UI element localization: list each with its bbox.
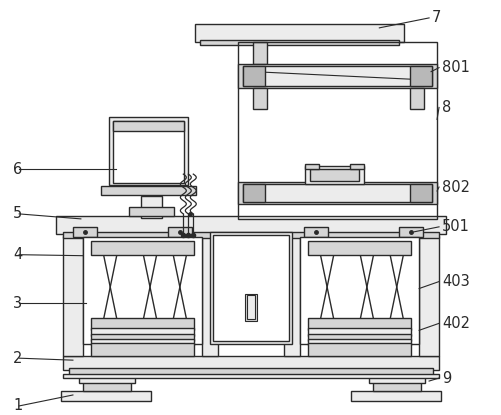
Bar (307, 339, 410, 345)
Text: 403: 403 (441, 274, 469, 289)
Bar (246, 295, 255, 320)
Bar (91, 343, 194, 356)
Text: 3: 3 (13, 296, 23, 311)
Bar (91, 339, 194, 345)
Bar (113, 121, 184, 183)
Bar (242, 184, 265, 202)
Bar (56, 216, 445, 234)
Bar (69, 368, 432, 376)
Bar (113, 121, 184, 131)
Bar (242, 184, 431, 202)
Bar (91, 318, 194, 330)
Bar (253, 42, 267, 63)
Bar (418, 236, 438, 356)
Bar (373, 381, 420, 391)
Bar (101, 186, 196, 195)
Bar (283, 236, 299, 356)
Bar (202, 236, 218, 356)
Bar (91, 328, 194, 336)
Text: 501: 501 (441, 220, 469, 234)
Bar (409, 184, 431, 202)
Text: 7: 7 (431, 10, 440, 25)
Bar (63, 232, 438, 238)
Bar (351, 391, 440, 401)
Text: 5: 5 (13, 206, 23, 222)
Text: 2: 2 (13, 351, 23, 366)
Bar (304, 166, 364, 184)
Bar (91, 241, 194, 255)
Text: 802: 802 (441, 180, 469, 195)
Bar (237, 42, 436, 219)
Bar (63, 374, 438, 378)
Bar (61, 391, 150, 401)
Bar (350, 164, 364, 169)
Text: 1: 1 (13, 398, 23, 413)
Bar (83, 237, 202, 344)
Bar (91, 334, 194, 341)
Bar (307, 318, 410, 330)
Bar (242, 66, 265, 85)
Bar (200, 40, 398, 45)
Bar (79, 376, 134, 383)
Bar (369, 376, 424, 383)
Bar (307, 334, 410, 341)
Bar (309, 169, 359, 181)
Bar (237, 63, 436, 88)
Bar (409, 66, 431, 85)
Bar (237, 182, 436, 204)
Bar (109, 117, 188, 185)
Bar (63, 236, 83, 356)
Text: 9: 9 (441, 371, 450, 386)
Bar (73, 227, 97, 237)
Bar (83, 381, 130, 391)
Bar (242, 66, 431, 85)
Bar (307, 328, 410, 336)
Bar (168, 227, 192, 237)
Bar (63, 356, 438, 370)
Text: 8: 8 (441, 100, 450, 115)
Text: 801: 801 (441, 60, 469, 75)
Bar (210, 232, 291, 344)
Bar (307, 343, 410, 356)
Bar (244, 293, 257, 321)
Bar (303, 227, 327, 237)
Bar (409, 88, 423, 110)
Bar (304, 164, 318, 169)
Bar (213, 235, 288, 341)
Bar (140, 196, 162, 218)
Text: 402: 402 (441, 316, 469, 331)
Bar (253, 88, 267, 110)
Bar (398, 227, 422, 237)
Text: 6: 6 (13, 161, 23, 177)
Bar (299, 237, 418, 344)
Bar (307, 241, 410, 255)
Bar (128, 207, 174, 216)
Text: 4: 4 (13, 247, 23, 262)
Bar (195, 24, 403, 42)
